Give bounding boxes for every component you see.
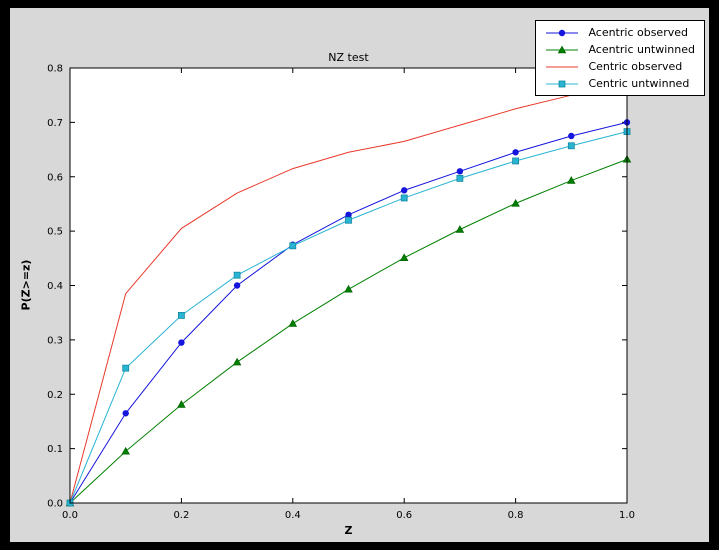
x-tick-label: 0.0 <box>62 510 78 521</box>
y-tick-label: 0.8 <box>47 64 63 75</box>
series-line-centric-observed <box>69 81 628 504</box>
marker-square <box>400 194 408 202</box>
x-tick-label: 1.0 <box>619 510 635 521</box>
marker-circle <box>122 410 129 417</box>
marker-triangle <box>455 225 465 233</box>
y-tick-label: 0.5 <box>47 227 63 238</box>
legend-label: Acentric observed <box>588 26 688 39</box>
legend-label: Centric untwinned <box>588 77 690 90</box>
marker-circle <box>568 132 575 140</box>
marker-triangle <box>511 198 520 207</box>
legend-label: Centric observed <box>588 60 683 73</box>
legend-line-sample <box>546 29 579 36</box>
x-axis-label: Z <box>344 524 353 537</box>
marker-circle <box>178 339 185 346</box>
marker-circle <box>512 149 519 156</box>
marker-triangle <box>288 319 298 327</box>
axes-frame <box>69 67 628 504</box>
y-tick-label: 0.2 <box>47 390 63 401</box>
marker-square <box>177 312 185 319</box>
marker-circle <box>456 168 464 175</box>
y-tick-label: 0.6 <box>47 172 63 183</box>
legend: Acentric observed Acentric untwinned Cen… <box>535 20 705 96</box>
marker-square <box>456 174 464 182</box>
marker-square <box>559 80 566 87</box>
y-tick-label: 0.3 <box>47 335 63 346</box>
marker-square <box>233 271 241 279</box>
legend-label: Acentric untwinned <box>588 43 695 56</box>
x-tick-label: 0.8 <box>508 510 524 521</box>
y-tick-label: 0.4 <box>47 281 63 292</box>
marker-triangle <box>558 45 567 53</box>
figure: 0.0 0.2 0.4 0.6 0.8 1.0 0.0 0.1 0.2 0.3 0.4 0.5 0.6 0… <box>10 8 709 542</box>
marker-triangle <box>121 446 130 455</box>
marker-triangle <box>232 357 242 366</box>
marker-circle <box>559 29 566 36</box>
x-tick-label: 0.2 <box>173 510 189 521</box>
marker-square <box>122 364 130 372</box>
marker-circle <box>401 187 408 194</box>
legend-item: Centric untwinned <box>545 77 695 90</box>
marker-square <box>345 216 352 224</box>
x-tick-label: 0.6 <box>396 510 412 521</box>
marker-triangle <box>399 253 409 261</box>
marker-square <box>512 157 520 165</box>
x-tick-label: 0.4 <box>285 510 301 521</box>
legend-item: Acentric untwinned <box>545 43 695 56</box>
marker-triangle <box>344 284 353 293</box>
marker-square <box>567 142 575 150</box>
legend-line-sample <box>546 80 579 87</box>
y-tick-label: 0.7 <box>47 118 63 129</box>
plot-canvas: 0.0 0.2 0.4 0.6 0.8 1.0 0.0 0.1 0.2 0.3 0.4 0.5 0.6 0… <box>47 64 635 522</box>
marker-circle <box>345 211 352 219</box>
legend-line-sample <box>546 66 579 67</box>
marker-triangle <box>177 400 186 408</box>
y-axis-label: P(Z>=z) <box>19 259 33 311</box>
y-tick-label: 0.1 <box>47 444 63 455</box>
legend-line-sample <box>546 45 579 53</box>
legend-item: Acentric observed <box>545 26 695 39</box>
y-tick-label: 0.0 <box>47 499 63 510</box>
chart-title: NZ test <box>328 51 369 64</box>
marker-square <box>289 242 297 250</box>
legend-item: Centric observed <box>545 60 695 73</box>
marker-triangle <box>567 176 576 184</box>
marker-circle <box>233 282 241 289</box>
